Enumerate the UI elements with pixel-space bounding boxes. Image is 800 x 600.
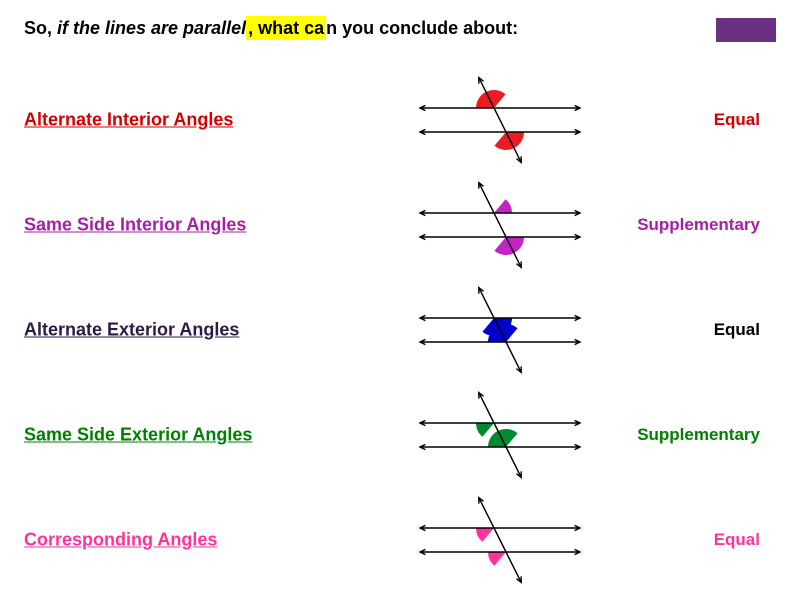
angle-row: Alternate Interior Angles Equal [0, 70, 800, 170]
conclusion-label: Equal [714, 110, 760, 130]
angle-row: Corresponding Angles Equal [0, 490, 800, 590]
angle-type-label: Same Side Exterior Angles [24, 425, 252, 446]
parallel-lines-diagram [400, 490, 600, 590]
header-rest: n you conclude about: [326, 18, 518, 38]
angle-row: Alternate Exterior Angles Equal [0, 280, 800, 380]
angle-type-label: Same Side Interior Angles [24, 215, 246, 236]
angle-row: Same Side Interior Angles Supplementary [0, 175, 800, 275]
conclusion-label: Equal [714, 320, 760, 340]
parallel-lines-diagram [400, 280, 600, 380]
header-prefix: So, [24, 18, 57, 38]
parallel-lines-diagram [400, 70, 600, 170]
angle-row: Same Side Exterior Angles Supplementary [0, 385, 800, 485]
header-highlight: , what ca [246, 16, 326, 40]
parallel-lines-diagram [400, 385, 600, 485]
conclusion-label: Supplementary [637, 215, 760, 235]
header-italic: if the lines are parallel [57, 18, 246, 38]
purple-box [716, 18, 776, 42]
angle-type-label: Corresponding Angles [24, 530, 217, 551]
header-text: So, if the lines are parallel, what can … [24, 18, 518, 39]
angle-type-label: Alternate Interior Angles [24, 110, 233, 131]
angle-type-label: Alternate Exterior Angles [24, 320, 239, 341]
conclusion-label: Supplementary [637, 425, 760, 445]
parallel-lines-diagram [400, 175, 600, 275]
conclusion-label: Equal [714, 530, 760, 550]
